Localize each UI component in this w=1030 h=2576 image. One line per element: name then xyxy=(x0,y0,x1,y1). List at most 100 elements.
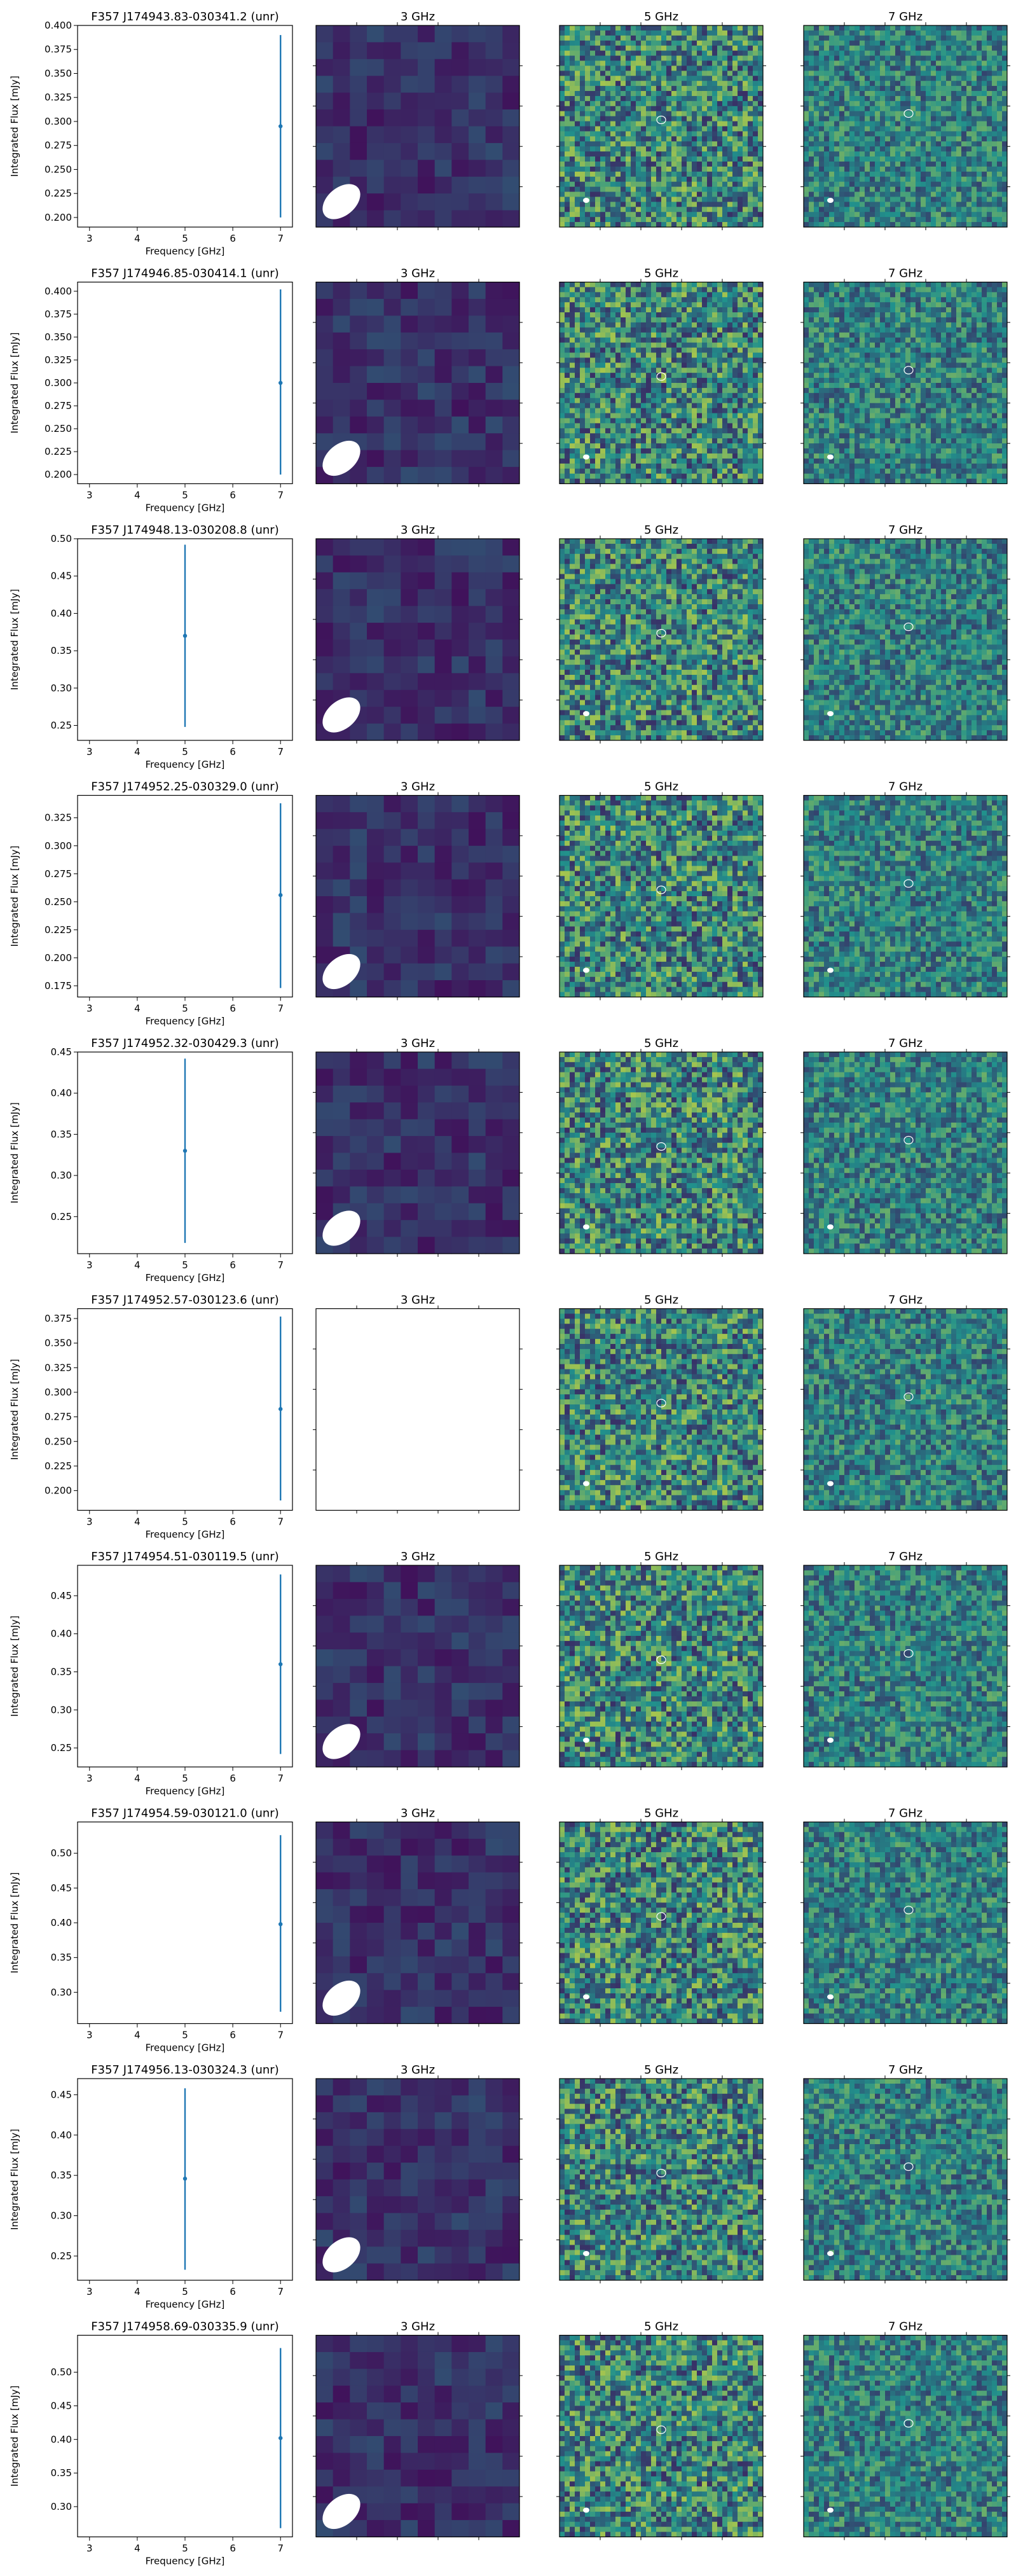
map-pixel xyxy=(682,30,687,36)
map-pixel xyxy=(631,287,636,293)
map-pixel xyxy=(682,76,687,81)
map-pixel xyxy=(717,66,723,71)
map-pixel xyxy=(722,337,728,343)
map-pixel xyxy=(560,121,565,127)
map-pixel xyxy=(615,55,621,61)
map-pixel xyxy=(692,191,697,197)
map-pixel xyxy=(646,413,652,419)
map-pixel xyxy=(418,399,436,417)
map-pixel xyxy=(666,116,672,121)
map-pixel xyxy=(905,176,911,183)
map-pixel xyxy=(738,166,743,172)
map-pixel xyxy=(814,81,820,87)
map-pixel xyxy=(875,176,881,183)
map-pixel xyxy=(692,383,697,389)
map-pixel xyxy=(758,136,764,142)
map-pixel xyxy=(809,95,814,102)
map-pixel xyxy=(900,146,906,152)
map-pixel xyxy=(849,207,855,212)
map-pixel xyxy=(748,131,753,137)
map-pixel xyxy=(732,60,738,66)
map-pixel xyxy=(743,408,748,413)
map-pixel xyxy=(926,222,931,228)
map-pixel xyxy=(824,191,830,197)
map-pixel xyxy=(600,202,606,207)
map-pixel xyxy=(621,448,626,454)
map-pixel xyxy=(870,45,876,52)
map-pixel xyxy=(641,156,647,162)
map-pixel xyxy=(580,433,586,439)
map-pixel xyxy=(753,50,759,56)
map-pixel xyxy=(717,443,723,449)
map-pixel xyxy=(865,151,870,157)
map-pixel xyxy=(651,352,657,358)
map-pixel xyxy=(651,368,657,373)
map-pixel xyxy=(605,342,611,348)
map-pixel xyxy=(956,146,962,152)
map-pixel xyxy=(727,181,733,187)
map-pixel xyxy=(610,337,616,343)
map-pixel xyxy=(610,448,616,454)
map-pixel xyxy=(732,373,738,378)
map-pixel xyxy=(880,171,886,177)
map-pixel xyxy=(666,207,672,212)
map-pixel xyxy=(687,212,692,218)
map-pixel xyxy=(560,438,565,444)
map-pixel xyxy=(585,181,591,187)
map-pixel xyxy=(972,161,977,167)
map-pixel xyxy=(580,161,586,167)
map-pixel xyxy=(860,156,865,162)
map-pixel xyxy=(676,222,682,228)
map-pixel xyxy=(804,86,809,92)
map-pixel xyxy=(656,66,662,71)
map-pixel xyxy=(753,357,759,363)
map-pixel xyxy=(855,207,860,212)
map-pixel xyxy=(702,136,708,142)
map-pixel xyxy=(682,55,687,61)
map-pixel xyxy=(590,387,596,394)
map-pixel xyxy=(590,106,596,112)
map-pixel xyxy=(758,50,764,56)
map-pixel xyxy=(997,222,1003,228)
map-pixel xyxy=(916,197,921,202)
map-pixel xyxy=(590,337,596,343)
map-pixel xyxy=(560,106,565,112)
map-pixel xyxy=(814,50,820,56)
map-pixel xyxy=(585,207,591,212)
map-pixel xyxy=(666,146,672,152)
map-pixel xyxy=(676,383,682,389)
map-pixel xyxy=(946,25,952,31)
map-pixel xyxy=(469,193,486,211)
map-pixel xyxy=(585,156,591,162)
map-pixel xyxy=(666,297,672,303)
map-pixel xyxy=(621,191,626,197)
map-pixel xyxy=(605,282,611,287)
map-pixel xyxy=(676,443,682,449)
map-pixel xyxy=(418,349,436,367)
map-pixel xyxy=(880,141,886,147)
map-pixel xyxy=(895,81,901,87)
map-pixel xyxy=(666,448,672,454)
map-pixel xyxy=(641,413,647,419)
map-pixel xyxy=(401,59,418,76)
map-pixel xyxy=(615,383,621,389)
map-pixel xyxy=(570,212,575,218)
map-pixel xyxy=(383,193,401,211)
map-pixel xyxy=(758,378,764,384)
map-pixel xyxy=(502,210,520,228)
map-pixel xyxy=(687,116,692,121)
x-tick-label: 6 xyxy=(230,490,236,501)
map-pixel xyxy=(702,332,708,338)
map-pixel xyxy=(804,151,809,157)
map-pixel xyxy=(977,166,982,172)
map-pixel xyxy=(656,95,662,102)
map-pixel xyxy=(707,302,713,308)
map-pixel xyxy=(646,287,652,293)
map-pixel xyxy=(890,66,896,71)
map-pixel xyxy=(692,373,697,378)
map-pixel xyxy=(621,71,626,76)
map-pixel xyxy=(921,55,926,61)
map-pixel xyxy=(697,76,703,81)
map-pixel xyxy=(916,181,921,187)
map-pixel xyxy=(590,30,596,36)
